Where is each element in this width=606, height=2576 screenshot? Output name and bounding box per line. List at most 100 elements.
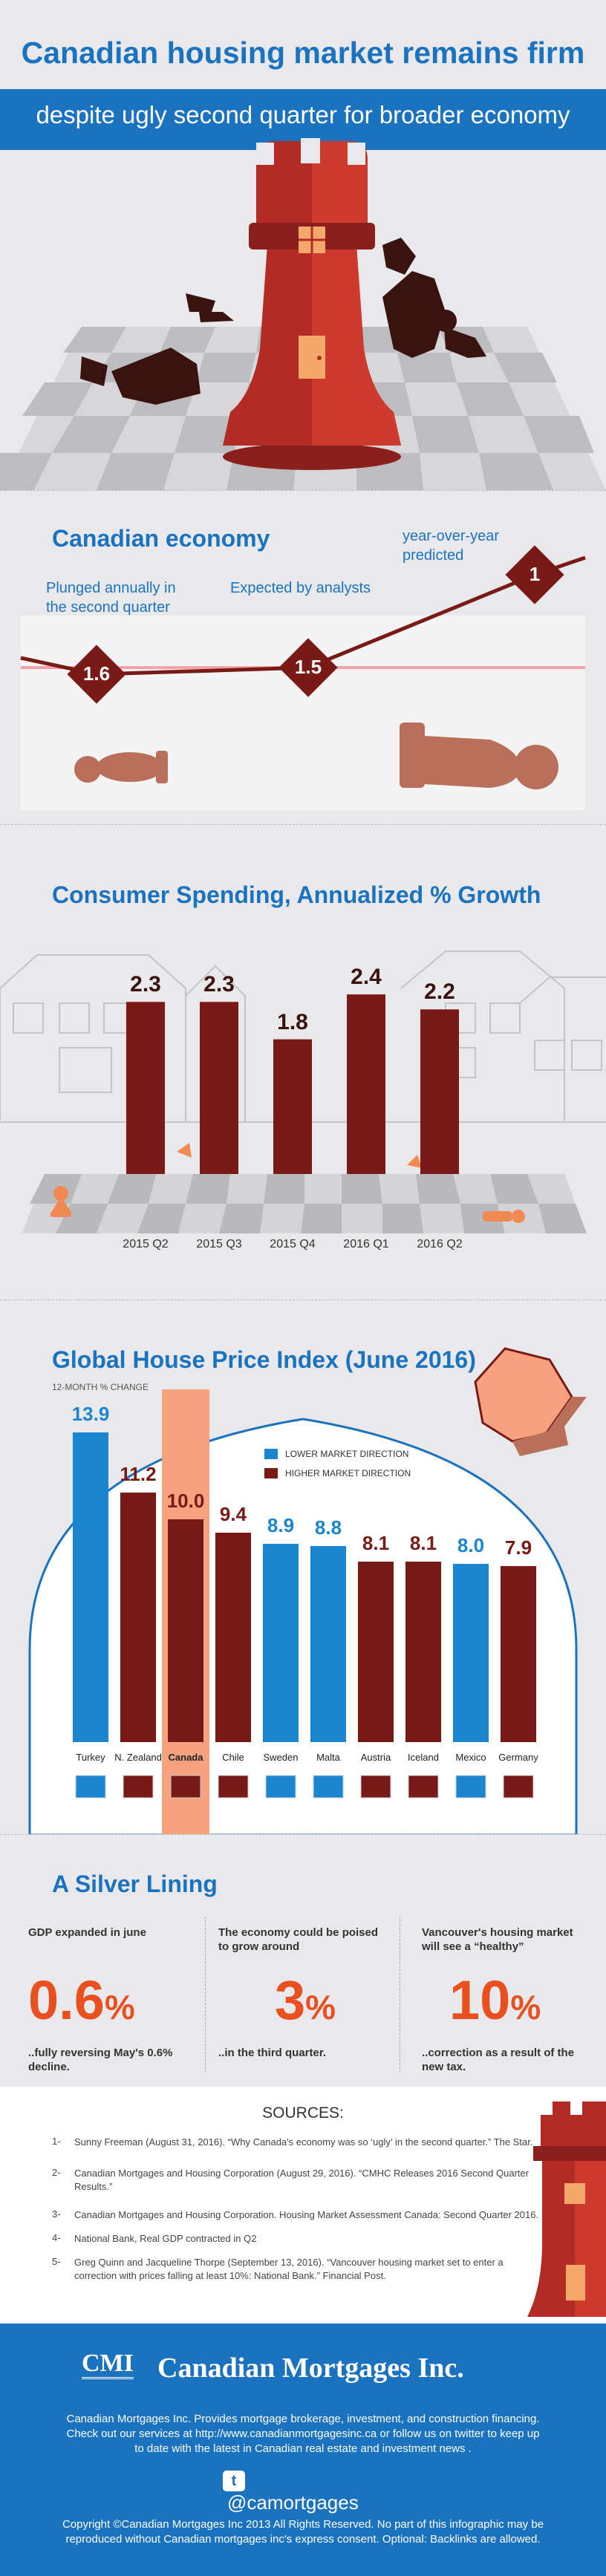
hpi-value-6: 8.8 <box>314 1516 342 1539</box>
flag-icon-1 <box>75 1775 106 1799</box>
hpi-country-9: Mexico <box>455 1752 486 1763</box>
stat-2-label-2: to grow around <box>218 1940 300 1953</box>
hpi-value-10: 7.9 <box>504 1536 532 1559</box>
spending-value-5: 2.2 <box>424 979 455 1005</box>
hpi-country-7: Austria <box>360 1752 391 1763</box>
footer-desc-1: Canadian Mortgages Inc. Provides mortgag… <box>66 2413 540 2425</box>
hpi-legend-higher: HIGHER MARKET DIRECTION <box>285 1468 411 1478</box>
stat-2-foot-1: ..in the third quarter. <box>218 2047 327 2059</box>
spending-bar-3 <box>273 1039 312 1174</box>
page-title: Canadian housing market remains firm <box>21 36 585 70</box>
hpi-value-7: 8.1 <box>362 1532 390 1554</box>
page-subtitle: despite ugly second quarter for broader … <box>36 101 570 128</box>
stat-1-label: GDP expanded in june <box>28 1926 146 1939</box>
source-1-text: Sunny Freeman (August 31, 2016). “Why Ca… <box>74 2136 533 2148</box>
economy-value-3: 1 <box>529 563 541 585</box>
header-section: Canadian housing market remains firm des… <box>0 0 606 490</box>
spending-bar-4 <box>347 994 385 1174</box>
silver-divider-1 <box>205 1917 206 2073</box>
flag-icon-7 <box>360 1775 391 1799</box>
hpi-subtitle: 12-MONTH % CHANGE <box>52 1382 149 1392</box>
source-5-text-1: Greg Quinn and Jacqueline Thorpe (Septem… <box>74 2257 504 2268</box>
flag-icon-10 <box>503 1775 534 1799</box>
flag-icon-3 <box>170 1775 201 1799</box>
hpi-bar-5 <box>263 1544 299 1742</box>
economy-label-3a: year-over-year <box>403 528 500 544</box>
hpi-title: Global House Price Index (June 2016) <box>52 1346 476 1373</box>
hpi-bar-10 <box>501 1566 536 1742</box>
spending-value-3: 1.8 <box>277 1009 308 1034</box>
hpi-labels: 13.9 Turkey 11.2 N. Zealand 10.0 Canada 9.4 Chi… <box>0 1300 606 1834</box>
footer-copyright-1: Copyright ©Canadian Mortgages Inc 2013 A… <box>62 2518 544 2531</box>
hpi-value-9: 8.0 <box>457 1534 485 1556</box>
hpi-bar-8 <box>405 1562 441 1742</box>
source-4-text: National Bank, Real GDP contracted in Q2 <box>74 2233 257 2244</box>
spending-value-4: 2.4 <box>351 965 382 990</box>
silver-section: A Silver Lining GDP expanded in june 0.6… <box>0 1834 606 2087</box>
economy-chart <box>20 545 586 789</box>
flag-icon-9 <box>455 1775 486 1799</box>
spending-value-1: 2.3 <box>130 972 161 997</box>
spending-bar-1 <box>126 1002 165 1174</box>
fallen-pieces <box>80 238 486 405</box>
economy-label-3b: predicted <box>403 547 464 564</box>
stat-3-label-2: will see a “healthy” <box>422 1940 524 1953</box>
spending-category-2: 2015 Q3 <box>196 1238 242 1250</box>
spending-section: Consumer Spending, Annualized % Growth <box>0 824 606 1300</box>
hpi-country-2: N. Zealand <box>114 1752 162 1763</box>
knight-piece <box>474 1347 587 1456</box>
hpi-value-5: 8.9 <box>267 1514 295 1536</box>
spending-category-4: 2016 Q1 <box>343 1238 389 1250</box>
stat-1-number: 0.6 <box>28 1969 105 2031</box>
spending-bar-2 <box>200 1002 238 1174</box>
hpi-bar-9 <box>453 1564 489 1742</box>
twitter-link[interactable]: t @camortgages <box>223 2471 383 2514</box>
source-4-num: 4- <box>52 2232 61 2243</box>
stat-1-unit: % <box>104 1988 135 2026</box>
hpi-value-8: 8.1 <box>409 1532 437 1554</box>
twitter-handle: @camortgages <box>227 2491 359 2514</box>
company-name: Canadian Mortgages Inc. <box>157 2352 464 2384</box>
hpi-value-3: 10.0 <box>166 1490 205 1512</box>
hpi-bar-3 <box>168 1519 203 1742</box>
spending-category-1: 2015 Q2 <box>123 1238 169 1250</box>
hpi-bar-6 <box>310 1546 346 1742</box>
hpi-bars <box>73 1389 536 1834</box>
stat-1-value: 0.6% <box>28 1969 135 2032</box>
flag-icon-8 <box>408 1775 439 1799</box>
footer-desc-3: to date with the latest in Canadian real… <box>134 2442 472 2455</box>
rook-piece <box>223 138 401 470</box>
spending-pawns <box>50 1143 525 1223</box>
fallen-pawn-left <box>74 751 168 783</box>
hpi-legend-lower: LOWER MARKET DIRECTION <box>285 1449 409 1459</box>
hpi-country-8: Iceland <box>408 1752 439 1763</box>
economy-value-1: 1.6 <box>82 662 111 685</box>
spending-values: 2.3 2015 Q2 2.3 2015 Q3 1.8 2015 Q4 2.4 2016 Q1… <box>0 825 606 1300</box>
sources-section: SOURCES: 1- Sunny Freeman (August 31, 20… <box>0 2087 606 2324</box>
stat-3-unit: % <box>510 1988 541 2026</box>
stat-2-value: 3% <box>275 1969 336 2032</box>
chess-illustration <box>0 138 606 490</box>
economy-value-2: 1.5 <box>294 656 322 678</box>
source-3-num: 3- <box>52 2208 61 2220</box>
spending-bars <box>126 994 459 1174</box>
company-logo: CMI <box>82 2350 134 2379</box>
rook-corner <box>527 2101 606 2317</box>
hpi-value-1: 13.9 <box>71 1403 110 1425</box>
hpi-country-4: Chile <box>222 1752 244 1763</box>
source-5-num: 5- <box>52 2256 61 2267</box>
hpi-country-3: Canada <box>168 1752 203 1763</box>
stat-3-label-1: Vancouver's housing market <box>422 1926 573 1939</box>
spending-title: Consumer Spending, Annualized % Growth <box>52 881 541 908</box>
stat-3-foot-1: ..correction as a result of the <box>422 2047 575 2059</box>
footer-section: CMI Canadian Mortgages Inc. Canadian Mor… <box>0 2324 606 2576</box>
flag-icon-6 <box>313 1775 344 1799</box>
stat-2-number: 3 <box>275 1969 306 2031</box>
fallen-pawn-right <box>400 723 558 789</box>
economy-label-2: Expected by analysts <box>230 580 371 596</box>
stat-3-value: 10% <box>449 1969 541 2032</box>
sources-title: SOURCES: <box>262 2104 344 2122</box>
spending-bar-5 <box>420 1009 459 1174</box>
hpi-bar-4 <box>215 1533 251 1742</box>
footer-desc-2: Check out our services at http://www.can… <box>66 2427 540 2440</box>
